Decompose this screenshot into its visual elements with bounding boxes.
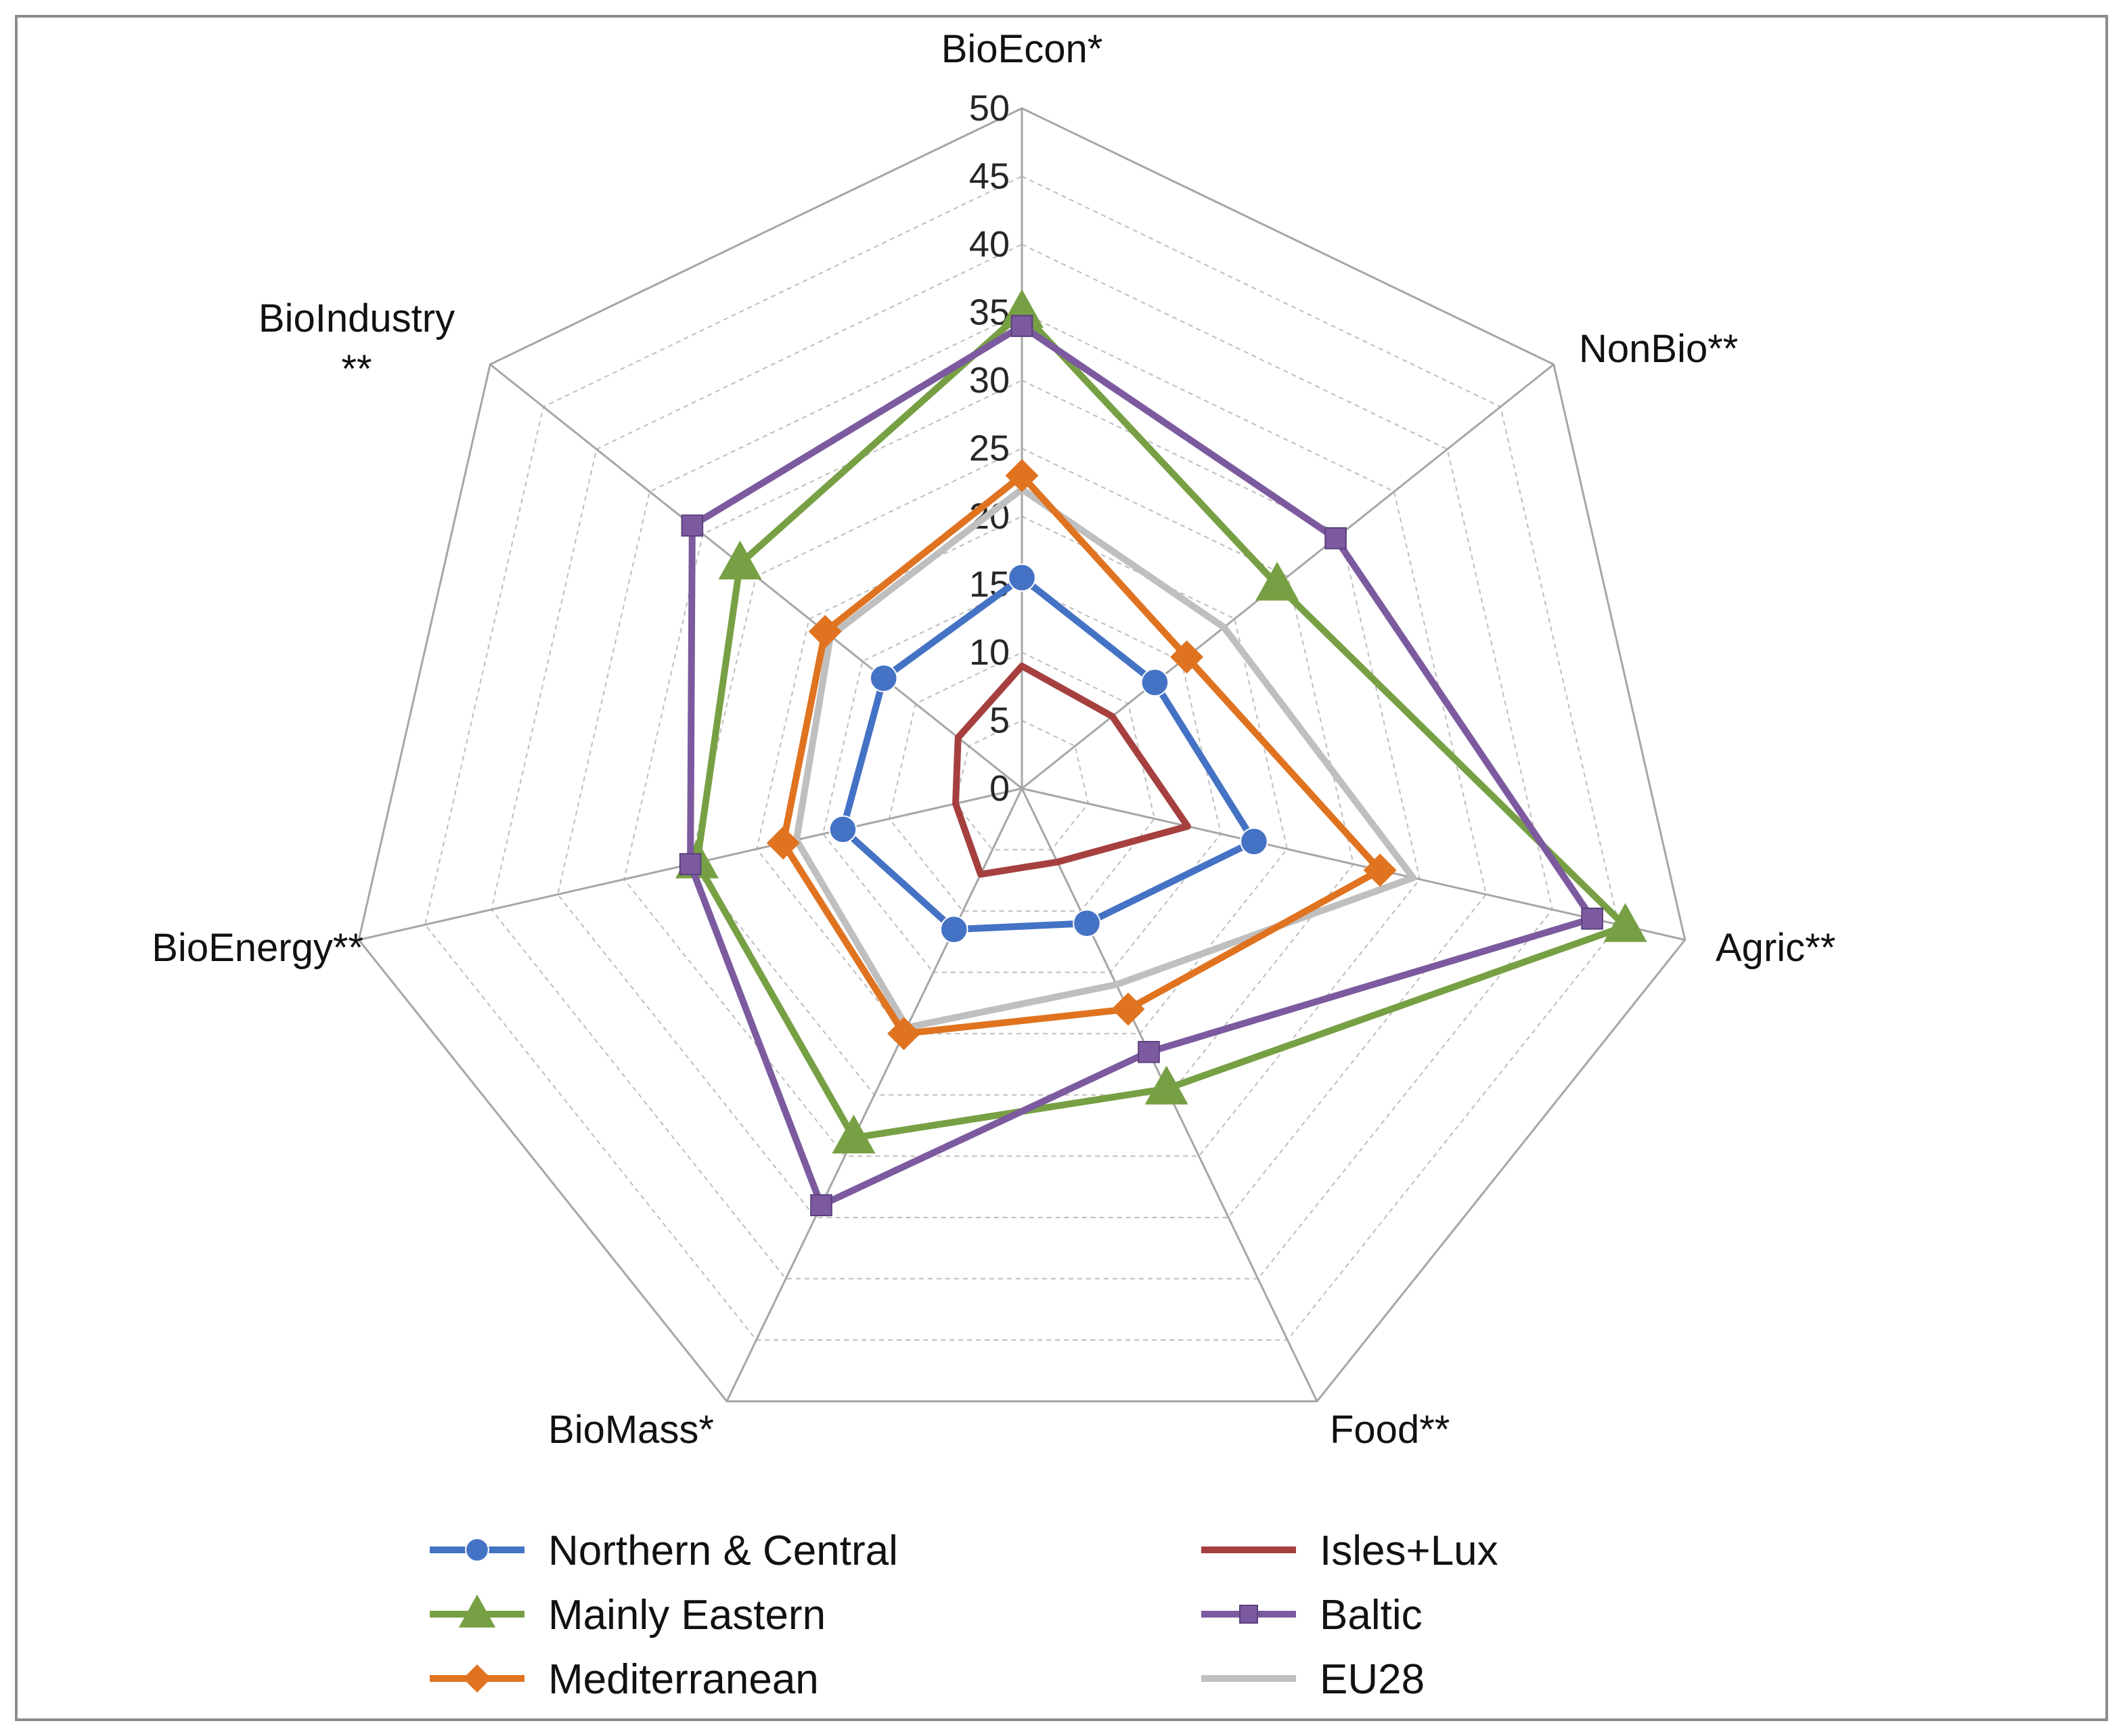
axis-label: NonBio** [1579, 327, 1738, 371]
data-point [1111, 992, 1145, 1026]
axis-label: Food** [1330, 1408, 1450, 1452]
data-series [675, 289, 1647, 1217]
series-mediterranean [766, 459, 1397, 1050]
legend-marker [1238, 1604, 1259, 1624]
gridline-ring [557, 311, 1487, 1218]
data-point [1324, 527, 1347, 550]
data-point [766, 826, 800, 860]
data-point [1140, 668, 1169, 697]
tick-label: 10 [969, 632, 1010, 673]
data-point [1603, 903, 1647, 942]
data-point [810, 1194, 832, 1217]
data-point [832, 1114, 876, 1154]
legend-marker [458, 1594, 496, 1628]
series-baltic [679, 315, 1603, 1217]
gridline-ring [822, 583, 1222, 973]
axis-label: BioEnergy** [152, 926, 363, 970]
gridline-ring [690, 447, 1354, 1096]
legend-item: Northern & Central [430, 1528, 898, 1574]
axis-label: BioMass* [548, 1408, 714, 1452]
axis-labels: BioEcon* NonBio** Agric** Food** BioMass* Bio… [152, 27, 1835, 1452]
legend-label: Mediterranean [548, 1656, 819, 1703]
data-point [679, 853, 702, 876]
gridline-ring [424, 175, 1619, 1341]
gridline-ring [491, 243, 1553, 1280]
legend-marker [465, 1538, 489, 1562]
series-eu28 [792, 485, 1417, 1031]
data-point [869, 664, 898, 692]
tick-label: 0 [989, 768, 1010, 809]
axis-spoke [1021, 363, 1555, 790]
legend-label: EU28 [1320, 1656, 1425, 1703]
legend-item: Mediterranean [430, 1656, 819, 1703]
data-point [681, 514, 704, 537]
tick-label: 45 [969, 156, 1010, 197]
legend-label: Mainly Eastern [548, 1592, 826, 1639]
series-line [952, 663, 1191, 878]
data-point [887, 1017, 921, 1050]
gridline-ring [954, 719, 1090, 851]
series-line [780, 472, 1384, 1038]
data-point [808, 615, 842, 648]
tick-label: 50 [969, 88, 1010, 129]
data-point [1138, 1041, 1160, 1063]
axis-spoke [725, 788, 1023, 1402]
legend-label: Baltic [1320, 1592, 1423, 1639]
data-point [1008, 563, 1036, 592]
data-point [1581, 908, 1603, 930]
data-point [1005, 459, 1039, 493]
legend-item: Isles+Lux [1201, 1528, 1498, 1574]
data-point [1363, 853, 1397, 887]
gridline-ring [888, 651, 1156, 912]
data-point [1010, 315, 1033, 337]
data-point [1144, 1065, 1188, 1105]
tick-label: 25 [969, 428, 1010, 469]
data-point [1170, 640, 1204, 674]
series-northern-central [828, 563, 1268, 944]
data-point [1240, 827, 1268, 856]
axis-label: Agric** [1716, 926, 1835, 970]
tick-label: 40 [969, 224, 1010, 265]
data-point [939, 915, 968, 944]
legend-marker [463, 1664, 491, 1693]
data-point [1255, 562, 1299, 601]
data-point [1073, 909, 1101, 938]
series-line [839, 574, 1257, 933]
legend-item: Baltic [1201, 1592, 1423, 1639]
legend-label: Northern & Central [548, 1528, 898, 1574]
axis-spoke [1021, 787, 1686, 941]
legend-item: Mainly Eastern [430, 1592, 826, 1639]
axis-label: BioIndustry [259, 296, 455, 340]
legend: Northern & Central Isles+Lux Mainly Easter… [430, 1528, 1498, 1703]
legend-label: Isles+Lux [1320, 1528, 1498, 1574]
axis-label: BioEcon* [941, 27, 1103, 71]
data-point [828, 815, 857, 844]
series-line [687, 322, 1596, 1209]
tick-label: 30 [969, 360, 1010, 401]
data-point [718, 540, 762, 580]
series-line [792, 485, 1417, 1031]
axis-label-line2: ** [341, 347, 372, 391]
gridline-ring [357, 107, 1686, 1402]
tick-label: 5 [989, 700, 1010, 741]
legend-item: EU28 [1201, 1656, 1425, 1703]
series-isles-lux [952, 663, 1191, 878]
chart-frame [15, 15, 2108, 1721]
